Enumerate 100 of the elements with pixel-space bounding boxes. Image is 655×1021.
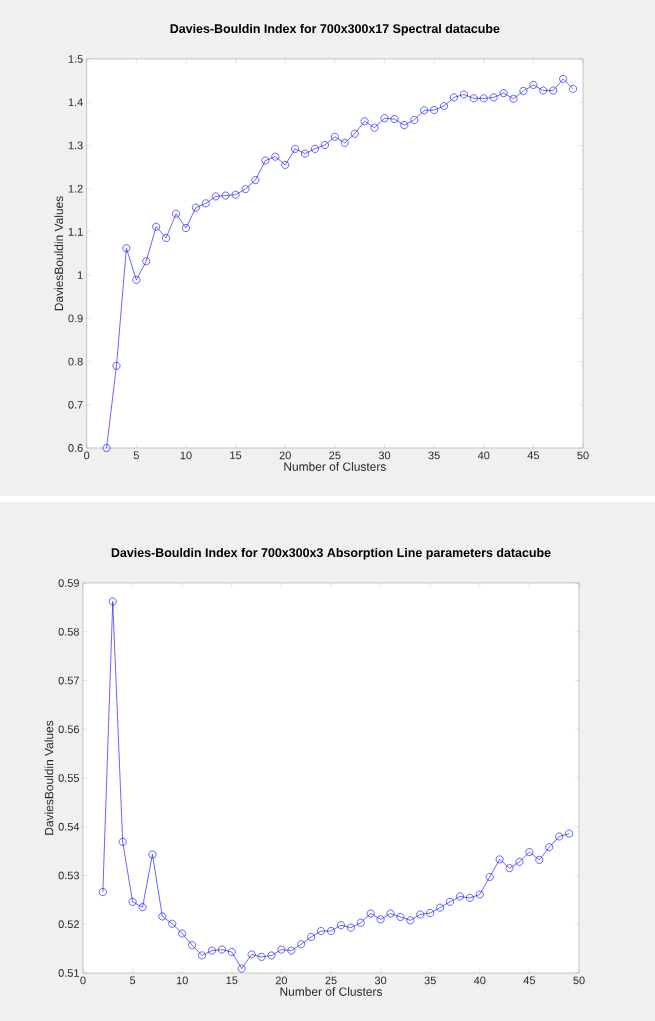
point [430,106,439,114]
x-tick-label: 50 [577,451,589,460]
point [271,152,280,161]
point [390,115,399,123]
point [128,897,137,906]
point [366,909,375,918]
point [459,90,468,99]
x-tick-label: 40 [477,451,490,460]
point [162,234,171,242]
point [380,114,389,123]
y-tick-label: 0.57 [58,676,79,685]
x-tick-label: 15 [226,976,238,985]
y-tick-label: 0.9 [68,314,83,323]
point [257,953,266,961]
y-axis-title: DaviesBouldin Values [54,196,64,311]
point [291,144,300,153]
point [142,257,151,266]
point [479,94,488,103]
x-tick-label: 50 [573,976,585,985]
point [168,919,177,928]
point [515,857,524,866]
point [440,102,448,110]
point [188,941,197,950]
x-tick-label: 15 [230,451,242,460]
y-tick-label: 0.51 [58,969,79,977]
point [340,138,349,147]
point [330,132,339,141]
point [102,444,111,452]
point [241,185,250,193]
point [505,864,514,873]
point [396,913,405,921]
point [247,950,256,959]
x-tick-label: 40 [473,976,486,985]
x-tick-label: 35 [424,976,436,985]
point [221,191,230,200]
x-tick-label: 45 [523,976,536,985]
x-tick-label: 5 [129,976,136,985]
point [436,903,445,912]
point [132,275,141,284]
point [426,909,435,917]
point [231,190,240,199]
point [237,964,246,973]
point [569,84,577,93]
point [182,224,190,232]
point [535,855,544,864]
point [327,927,335,935]
point [152,222,161,231]
point [519,87,528,95]
y-tick-label: 0.54 [58,822,80,831]
y-tick-label: 0.6 [68,444,83,452]
point [539,86,548,95]
point [122,244,131,253]
point [499,89,508,98]
point [172,209,180,218]
y-tick-label: 1.4 [68,98,83,106]
point [509,94,518,103]
point [208,946,216,955]
point [465,894,474,902]
point [261,156,270,165]
y-tick-label: 0.7 [68,400,83,409]
point [98,888,107,896]
point [251,176,260,184]
point [456,892,464,901]
point [346,923,355,932]
point [446,897,454,906]
y-tick-label: 0.55 [58,774,80,782]
point [337,921,345,930]
x-tick-label: 10 [180,451,192,460]
x-tick-label: 5 [133,451,139,460]
point [211,192,220,201]
point [386,909,395,918]
point [138,903,147,912]
y-tick-label: 0.8 [68,357,83,366]
point [287,946,296,955]
point [475,890,484,899]
point [559,74,568,83]
x-tick-label: 0 [80,976,86,985]
point [307,933,316,941]
point [495,855,504,864]
point [420,106,429,115]
point [297,940,306,949]
x-tick-label: 10 [176,976,188,985]
point [360,117,369,126]
point [301,149,309,158]
y-tick-label: 1.2 [68,184,83,193]
point [525,848,534,856]
y-axis-title: DaviesBouldin Values [44,720,54,835]
point [217,945,226,954]
point [489,93,498,102]
point [555,832,564,841]
point [416,910,425,919]
x-tick-label: 25 [325,976,337,985]
y-tick-label: 1.1 [68,228,83,236]
point [118,837,127,846]
point [108,597,117,606]
chart-title: Davies-Bouldin Index for 700x300x3 Absorption Line parameters datacube [111,547,551,560]
point [201,199,210,208]
y-tick-label: 0.53 [58,871,79,880]
point [148,850,157,859]
point [549,86,558,95]
